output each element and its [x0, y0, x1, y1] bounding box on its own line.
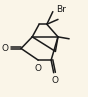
- Text: O: O: [1, 44, 8, 53]
- Text: Br: Br: [56, 5, 66, 14]
- Text: O: O: [35, 64, 42, 73]
- Text: O: O: [52, 76, 59, 85]
